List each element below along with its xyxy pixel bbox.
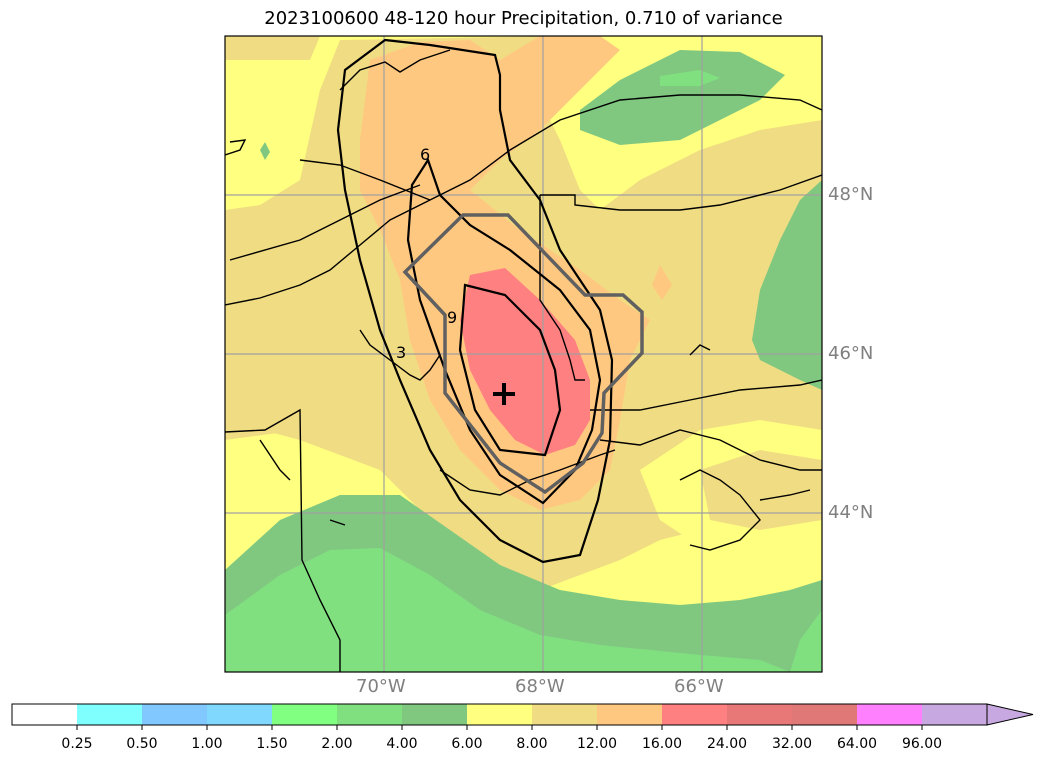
map-title: 2023100600 48-120 hour Precipitation, 0.… — [264, 8, 783, 29]
colorbar-tick-label: 12.00 — [576, 736, 618, 752]
colorbar-segment — [792, 704, 857, 725]
map-area — [225, 36, 822, 672]
colorbar-tick-label: 24.00 — [706, 736, 748, 752]
lat-label-46: 46°N — [828, 343, 874, 364]
precip-fill-orange-spot — [652, 265, 672, 300]
contour-9 — [458, 283, 562, 457]
colorbar-tick-label: 6.00 — [451, 736, 483, 752]
colorbar-segment — [272, 704, 337, 725]
coastlines — [225, 49, 822, 672]
colorbar-tick-label: 96.00 — [901, 736, 943, 752]
lon-label-70w: 70°W — [356, 676, 406, 697]
colorbar-segment — [337, 704, 402, 725]
lat-label-44: 44°N — [828, 502, 874, 523]
colorbar-segment — [857, 704, 922, 725]
colorbar-tick-label: 1.50 — [256, 736, 288, 752]
colorbar-outline — [11, 703, 987, 726]
contour-label-6: 6 — [420, 145, 430, 164]
colorbar-segment — [77, 704, 142, 725]
precip-fill-tan-east-inner — [700, 450, 822, 530]
colorbar-segment — [662, 704, 727, 725]
lat-label-48: 48°N — [828, 184, 874, 205]
colorbar-tick-label: 8.00 — [516, 736, 548, 752]
contour-label-9: 9 — [447, 308, 457, 327]
contour-label-3: 3 — [396, 343, 406, 362]
colorbar-segment — [532, 704, 597, 725]
colorbar-tick-label: 16.00 — [641, 736, 683, 752]
colorbar-segment — [207, 704, 272, 725]
plus-marker — [493, 383, 515, 405]
precip-fill-red — [460, 268, 590, 455]
precip-fill-tan-top-left — [225, 36, 320, 60]
colorbar-segment — [142, 704, 207, 725]
colorbar-tick-label: 64.00 — [836, 736, 878, 752]
precip-fill-green-east — [752, 180, 822, 390]
precip-fill-green-south-inner — [225, 548, 790, 672]
colorbar — [11, 703, 1034, 730]
colorbar-tick-label: 0.50 — [126, 736, 158, 752]
colorbar-tick-label: 1.00 — [191, 736, 223, 752]
colorbar-segment — [402, 704, 467, 725]
precip-fill-green-ne — [580, 50, 785, 145]
precip-fill-green-ne-core — [660, 70, 720, 86]
colorbar-tick-label: 2.00 — [321, 736, 353, 752]
colorbar-segment — [467, 704, 532, 725]
region-outline — [402, 213, 644, 495]
contour-3 — [336, 38, 614, 564]
lon-label-66w: 66°W — [674, 676, 724, 697]
precip-fill-green-se — [790, 610, 822, 672]
colorbar-tick-label: 4.00 — [386, 736, 418, 752]
colorbar-segment — [727, 704, 792, 725]
precip-fill-green-small — [260, 142, 270, 160]
colorbar-tick-label: 0.25 — [61, 736, 93, 752]
colorbar-segment — [922, 704, 987, 725]
colorbar-extend-arrow — [986, 703, 1034, 726]
precip-fill-tan-west — [225, 300, 360, 440]
colorbar-segment — [12, 704, 77, 725]
colorbar-tick-label: 32.00 — [771, 736, 813, 752]
map-border — [224, 35, 823, 673]
lon-label-68w: 68°W — [515, 676, 565, 697]
colorbar-segment — [597, 704, 662, 725]
graticule — [225, 36, 822, 672]
